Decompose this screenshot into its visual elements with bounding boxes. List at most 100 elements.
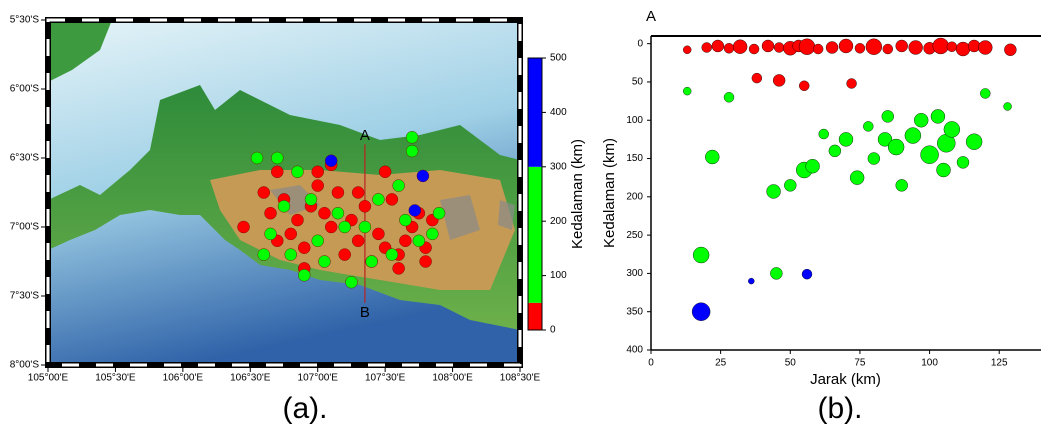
profile-label: A <box>360 127 370 144</box>
hypocenter <box>839 132 853 146</box>
map-background <box>48 20 520 365</box>
hypocenter <box>863 121 873 131</box>
hypocenter <box>724 92 734 102</box>
hypocenter <box>826 41 838 53</box>
epicenter <box>359 221 371 233</box>
x-tick-label: 105°30'E <box>95 373 136 384</box>
hypocenter <box>806 159 820 173</box>
y-tick-label: 250 <box>626 230 643 241</box>
epicenter <box>298 242 310 254</box>
x-tick-label: 107°30'E <box>365 373 406 384</box>
epicenter <box>433 207 445 219</box>
hypocenter <box>1004 44 1016 56</box>
hypocenter <box>705 150 719 164</box>
x-tick-label: 0 <box>648 358 654 369</box>
epicenter <box>312 166 324 178</box>
hypocenter <box>693 247 709 263</box>
epicenter <box>413 235 425 247</box>
hypocenter <box>847 78 857 88</box>
epicenter <box>345 276 357 288</box>
hypocenter <box>896 179 908 191</box>
epicenter <box>339 249 351 261</box>
y-tick-label: 400 <box>626 345 643 356</box>
epicenter <box>325 155 337 167</box>
y-tick-label: 300 <box>626 268 643 279</box>
epicenter <box>265 207 277 219</box>
colorbar-tick-label: 300 <box>550 161 567 172</box>
x-axis-label: Jarak (km) <box>810 371 881 388</box>
x-tick-label: 107°00'E <box>298 373 339 384</box>
epicenter <box>352 235 364 247</box>
epicenter <box>386 249 398 261</box>
hypocenter <box>909 40 923 54</box>
hypocenter <box>712 40 724 52</box>
x-tick-label: 105°00'E <box>28 373 69 384</box>
epicenter <box>258 187 270 199</box>
colorbar-tick-label: 500 <box>550 53 567 64</box>
x-tick-label: 125 <box>991 358 1008 369</box>
hypocenter <box>850 171 864 185</box>
epicenter <box>359 200 371 212</box>
hypocenter <box>839 39 853 53</box>
hypocenter <box>683 46 691 54</box>
hypocenter <box>762 40 774 52</box>
y-axis-label: Kedalaman (km) <box>601 138 618 248</box>
hypocenter <box>702 42 712 52</box>
colorbar-tick-label: 200 <box>550 216 567 227</box>
hypocenter <box>799 39 815 55</box>
section-label: A <box>646 8 656 25</box>
epicenter <box>285 228 297 240</box>
epicenter <box>258 249 270 261</box>
hypocenter <box>799 81 809 91</box>
epicenter <box>399 214 411 226</box>
profile-label: B <box>360 304 370 321</box>
epicenter <box>339 221 351 233</box>
hypocenter <box>937 163 951 177</box>
y-tick-label: 0 <box>637 38 643 49</box>
hypocenter <box>966 134 982 150</box>
epicenter <box>332 207 344 219</box>
epicenter <box>318 207 330 219</box>
hypocenter <box>888 139 904 155</box>
x-tick-label: 50 <box>785 358 797 369</box>
epicenter <box>305 193 317 205</box>
epicenter <box>251 152 263 164</box>
x-tick-label: 106°30'E <box>230 373 271 384</box>
hypocenter <box>882 110 894 122</box>
epicenter <box>298 269 310 281</box>
epicenter <box>409 204 421 216</box>
epicenter <box>393 180 405 192</box>
epicenter <box>291 166 303 178</box>
epicenter <box>417 170 429 182</box>
page: {"chart_data": [ {"type": "map", "xlim":… <box>0 0 1041 432</box>
epicenter <box>318 256 330 268</box>
hypocenter <box>752 73 762 83</box>
hypocenter <box>802 269 812 279</box>
colorbar-tick-label: 100 <box>550 270 567 281</box>
epicenter <box>372 193 384 205</box>
hypocenter <box>866 39 882 55</box>
hypocenter <box>883 44 893 54</box>
hypocenter <box>1004 102 1012 110</box>
epicenter <box>372 228 384 240</box>
epicenter <box>325 221 337 233</box>
hypocenter <box>774 42 784 52</box>
hypocenter <box>921 146 939 164</box>
hypocenter <box>931 109 945 123</box>
epicenter <box>271 166 283 178</box>
epicenter <box>352 187 364 199</box>
y-tick-label: 150 <box>626 153 643 164</box>
caption: (a). <box>283 392 328 425</box>
hypocenter <box>749 44 759 54</box>
hypocenter <box>933 38 949 54</box>
y-tick-label: 6°00'S <box>10 84 40 95</box>
hypocenter <box>868 153 880 165</box>
y-tick-label: 7°30'S <box>10 291 40 302</box>
hypocenter <box>773 74 785 86</box>
y-tick-label: 6°30'S <box>10 153 40 164</box>
epicenter <box>386 193 398 205</box>
y-tick-label: 50 <box>632 77 644 88</box>
colorbar-tick-label: 400 <box>550 107 567 118</box>
epicenter <box>278 200 290 212</box>
colorbar-label: Kedalaman (km) <box>569 139 586 249</box>
